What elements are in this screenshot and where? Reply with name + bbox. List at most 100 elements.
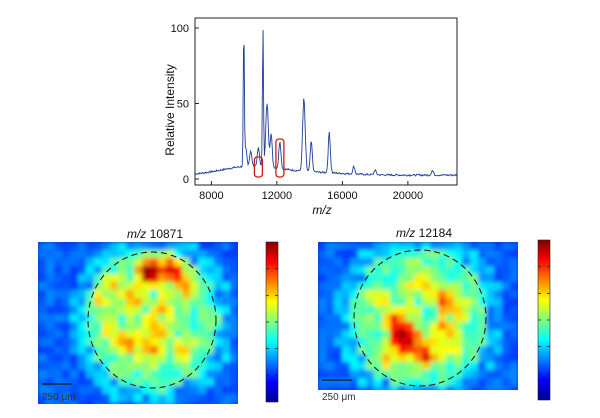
heatmap-cell	[422, 242, 431, 251]
heatmap-cell	[142, 306, 151, 315]
heatmap-cell	[502, 258, 511, 267]
heatmap-cell	[182, 370, 191, 379]
heatmap-cell	[510, 298, 518, 307]
heatmap-cell	[462, 282, 471, 291]
heatmap-cell	[438, 290, 447, 299]
heatmap-cell	[222, 402, 231, 404]
heatmap-cell	[414, 386, 423, 390]
heatmap-cell	[214, 258, 223, 267]
heatmap-cell	[166, 394, 175, 403]
heatmap-cell	[334, 250, 343, 259]
heatmap-cell	[358, 242, 367, 251]
heatmap-cell	[326, 370, 335, 379]
heatmap-cell	[334, 386, 343, 390]
heatmap-cell	[446, 274, 455, 283]
heatmap-cell	[350, 258, 359, 267]
heatmap-cell	[158, 242, 167, 251]
heatmap-cell	[78, 290, 87, 299]
heatmap-right-image	[318, 242, 518, 390]
heatmap-cell	[494, 274, 503, 283]
heatmap-cell	[70, 290, 79, 299]
heatmap-cell	[78, 242, 87, 251]
heatmap-cell	[438, 370, 447, 379]
heatmap-cell	[374, 250, 383, 259]
heatmap-cell	[54, 258, 63, 267]
heatmap-cell	[318, 378, 327, 387]
heatmap-cell	[478, 386, 487, 390]
heatmap-cell	[342, 290, 351, 299]
heatmap-cell	[366, 370, 375, 379]
heatmap-cell	[198, 338, 207, 347]
heatmap-cell	[110, 258, 119, 267]
heatmap-cell	[390, 282, 399, 291]
heatmap-cell	[134, 370, 143, 379]
heatmap-cell	[398, 306, 407, 315]
heatmap-cell	[222, 362, 231, 371]
heatmap-cell	[166, 386, 175, 395]
heatmap-cell	[190, 242, 199, 251]
heatmap-cell	[62, 338, 71, 347]
heatmap-cell	[462, 386, 471, 390]
heatmap-cell	[430, 314, 439, 323]
heatmap-cell	[358, 346, 367, 355]
heatmap-cell	[318, 290, 327, 299]
heatmap-cell	[86, 290, 95, 299]
heatmap-cell	[190, 258, 199, 267]
heatmap-cell	[158, 298, 167, 307]
heatmap-cell	[142, 402, 151, 404]
heatmap-cell	[70, 250, 79, 259]
heatmap-cell	[446, 330, 455, 339]
heatmap-cell	[70, 322, 79, 331]
heatmap-cell	[222, 346, 231, 355]
heatmap-cell	[174, 258, 183, 267]
heatmap-cell	[134, 346, 143, 355]
heatmap-cell	[206, 346, 215, 355]
heatmap-cell	[326, 258, 335, 267]
heatmap-cell	[358, 282, 367, 291]
heatmap-cell	[326, 282, 335, 291]
heatmap-cell	[206, 298, 215, 307]
heatmap-cell	[110, 298, 119, 307]
heatmap-cell	[334, 266, 343, 275]
heatmap-cell	[46, 298, 55, 307]
heatmap-cell	[38, 370, 47, 379]
heatmap-cell	[486, 282, 495, 291]
heatmap-cell	[54, 394, 63, 403]
heatmap-cell	[78, 330, 87, 339]
heatmap-cell	[374, 306, 383, 315]
heatmap-cell	[494, 386, 503, 390]
heatmap-cell	[150, 338, 159, 347]
heatmap-cell	[174, 274, 183, 283]
heatmap-cell	[46, 378, 55, 387]
heatmap-cell	[78, 354, 87, 363]
heatmap-cell	[158, 330, 167, 339]
heatmap-cell	[486, 306, 495, 315]
heatmap-cell	[150, 394, 159, 403]
heatmap-cell	[230, 290, 238, 299]
heatmap-cell	[366, 298, 375, 307]
heatmap-cell	[126, 322, 135, 331]
heatmap-cell	[350, 338, 359, 347]
heatmap-cell	[502, 314, 511, 323]
heatmap-cell	[134, 386, 143, 395]
heatmap-cell	[398, 258, 407, 267]
heatmap-cell	[222, 322, 231, 331]
heatmap-cell	[94, 378, 103, 387]
heatmap-cell	[350, 386, 359, 390]
heatmap-cell	[318, 242, 327, 251]
heatmap-cell	[70, 266, 79, 275]
heatmap-cell	[54, 290, 63, 299]
heatmap-cell	[166, 298, 175, 307]
heatmap-cell	[406, 250, 415, 259]
heatmap-cell	[494, 354, 503, 363]
heatmap-cell	[446, 386, 455, 390]
heatmap-cell	[406, 378, 415, 387]
heatmap-cell	[382, 346, 391, 355]
heatmap-cell	[62, 306, 71, 315]
heatmap-cell	[214, 266, 223, 275]
heatmap-cell	[94, 306, 103, 315]
heatmap-cell	[46, 354, 55, 363]
heatmap-cell	[430, 290, 439, 299]
heatmap-cell	[94, 354, 103, 363]
heatmap-cell	[46, 394, 55, 403]
